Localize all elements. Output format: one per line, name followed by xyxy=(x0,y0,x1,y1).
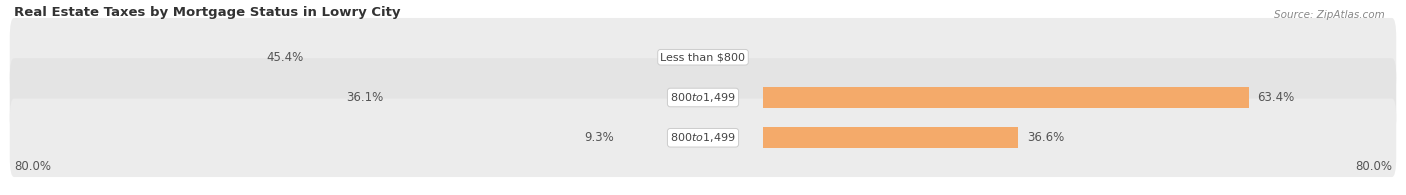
FancyBboxPatch shape xyxy=(10,58,1396,137)
Text: Less than $800: Less than $800 xyxy=(661,52,745,62)
Text: 80.0%: 80.0% xyxy=(14,160,51,173)
Text: 80.0%: 80.0% xyxy=(1355,160,1392,173)
Bar xyxy=(763,127,1018,148)
Text: 9.3%: 9.3% xyxy=(585,131,614,144)
Text: 36.6%: 36.6% xyxy=(1026,131,1064,144)
Text: 45.4%: 45.4% xyxy=(266,51,304,64)
Text: $800 to $1,499: $800 to $1,499 xyxy=(671,131,735,144)
Text: $800 to $1,499: $800 to $1,499 xyxy=(671,91,735,104)
Text: Source: ZipAtlas.com: Source: ZipAtlas.com xyxy=(1274,10,1385,20)
FancyBboxPatch shape xyxy=(10,98,1396,177)
Bar xyxy=(763,87,1249,108)
Text: Real Estate Taxes by Mortgage Status in Lowry City: Real Estate Taxes by Mortgage Status in … xyxy=(14,6,401,19)
FancyBboxPatch shape xyxy=(10,18,1396,97)
Text: 63.4%: 63.4% xyxy=(1257,91,1295,104)
Text: 36.1%: 36.1% xyxy=(346,91,384,104)
Text: 0.0%: 0.0% xyxy=(711,51,741,64)
